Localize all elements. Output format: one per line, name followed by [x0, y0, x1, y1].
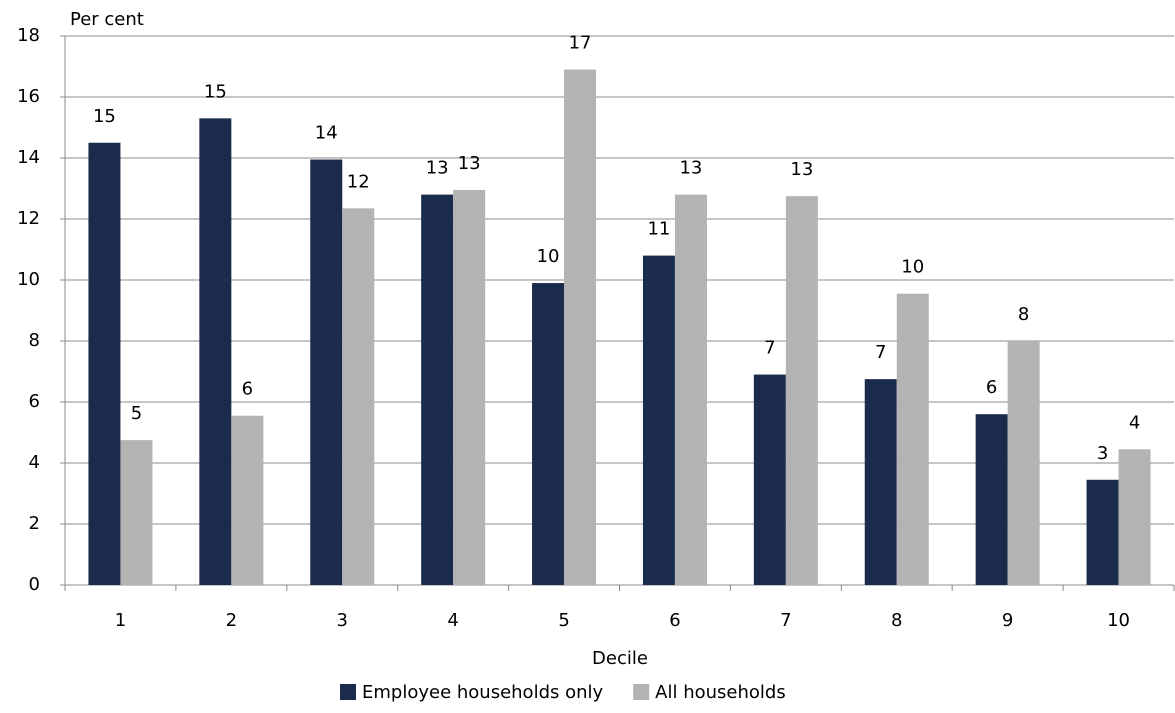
- data-label: 15: [93, 106, 116, 127]
- data-label: 7: [764, 338, 775, 359]
- data-label: 13: [426, 158, 449, 179]
- y-tick-label: 2: [29, 513, 40, 534]
- bar: [1118, 449, 1151, 585]
- bar: [532, 283, 565, 585]
- data-label: 13: [458, 153, 481, 174]
- bar: [231, 415, 264, 585]
- bar: [199, 118, 232, 585]
- bar: [864, 379, 897, 585]
- y-tick-label: 0: [29, 574, 40, 595]
- x-tick-label: 1: [115, 610, 126, 631]
- y-tick-label: 14: [17, 147, 40, 168]
- data-label: 11: [647, 219, 670, 240]
- bar: [1007, 341, 1040, 585]
- bar: [310, 159, 343, 585]
- data-label: 8: [1018, 304, 1029, 325]
- data-label: 6: [242, 379, 253, 400]
- data-label: 12: [347, 171, 370, 192]
- bar: [342, 208, 375, 585]
- x-tick-label: 7: [780, 610, 791, 631]
- bar: [120, 440, 153, 585]
- data-label: 7: [875, 342, 886, 363]
- y-tick-label: 8: [29, 330, 40, 351]
- data-label: 13: [790, 159, 813, 180]
- y-tick-label: 12: [17, 208, 40, 229]
- data-label: 4: [1129, 412, 1140, 433]
- legend-swatch: [633, 684, 650, 700]
- y-tick-label: 6: [29, 391, 40, 412]
- bar: [642, 255, 675, 585]
- x-tick-label: 10: [1107, 610, 1130, 631]
- bar: [785, 196, 818, 585]
- data-label: 5: [131, 403, 142, 424]
- data-label: 15: [204, 81, 227, 102]
- bar: [975, 414, 1008, 585]
- y-tick-label: 10: [17, 269, 40, 290]
- x-axis-label: Decile: [592, 648, 648, 669]
- bar: [564, 69, 597, 586]
- bar: [453, 190, 486, 585]
- bar: [896, 293, 929, 585]
- bar: [88, 142, 121, 585]
- bar: [753, 374, 786, 585]
- y-tick-label: 4: [29, 452, 40, 473]
- y-tick-label: 18: [17, 25, 40, 46]
- x-tick-label: 5: [558, 610, 569, 631]
- data-label: 17: [569, 33, 592, 54]
- legend-label: All households: [655, 682, 786, 703]
- data-label: 14: [315, 123, 338, 144]
- x-tick-label: 3: [337, 610, 348, 631]
- legend-label: Employee households only: [362, 682, 604, 703]
- legend-swatch: [340, 684, 356, 700]
- x-tick-label: 9: [1002, 610, 1013, 631]
- bar: [1086, 479, 1119, 585]
- x-tick-label: 4: [447, 610, 458, 631]
- data-label: 10: [901, 257, 924, 278]
- data-label: 10: [537, 246, 560, 267]
- data-label: 3: [1097, 443, 1108, 464]
- x-tick-label: 6: [669, 610, 680, 631]
- bar: [421, 194, 454, 585]
- y-tick-label: 16: [17, 86, 40, 107]
- data-label: 6: [986, 377, 997, 398]
- bar: [674, 194, 707, 585]
- x-tick-label: 2: [226, 610, 237, 631]
- data-label: 13: [679, 158, 702, 179]
- x-tick-label: 8: [891, 610, 902, 631]
- y-axis-label: Per cent: [70, 9, 144, 30]
